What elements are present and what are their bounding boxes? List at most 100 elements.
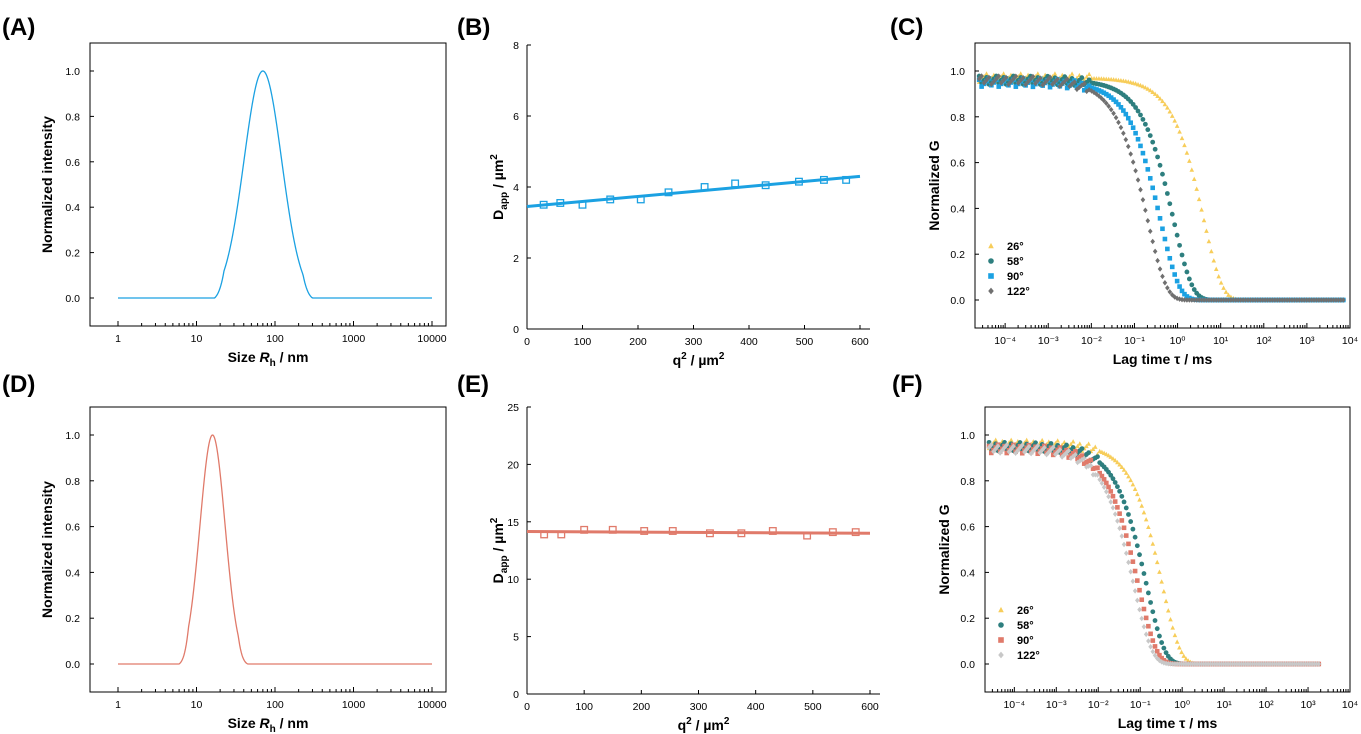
data-point: [1081, 455, 1087, 462]
data-point: [1130, 559, 1136, 564]
data-point: [1221, 297, 1226, 303]
data-point: [1228, 297, 1234, 303]
x-tick-label: 400: [740, 336, 758, 348]
y-tick-label: 1.0: [960, 430, 975, 442]
data-point: [1206, 238, 1212, 244]
data-point: [1148, 644, 1153, 650]
data-point: [1018, 71, 1024, 76]
data-point: [1094, 87, 1099, 92]
data-point: [1179, 252, 1185, 258]
data-point: [996, 73, 1002, 79]
data-point: [1110, 476, 1116, 482]
data-point: [1181, 653, 1187, 658]
data-point: [1145, 590, 1151, 596]
x-axis-label: Size Rh / nm: [228, 715, 309, 734]
x-tick-label: 100: [266, 699, 284, 711]
data-point: [608, 525, 617, 534]
data-point: [989, 81, 994, 88]
data-point: [1216, 274, 1221, 279]
data-point: [1160, 226, 1165, 232]
x-axis-label-part: / µm: [692, 717, 724, 733]
data-point: [1099, 473, 1105, 479]
data-point: [1177, 284, 1182, 289]
data-point: [1169, 113, 1175, 118]
data-point: [1257, 297, 1263, 303]
data-point: [1037, 75, 1043, 81]
data-point: [1088, 457, 1094, 463]
data-point: [1103, 100, 1109, 106]
data-point: [1137, 606, 1142, 613]
data-point: [1142, 121, 1148, 127]
y-axis-label-part: app: [499, 192, 510, 210]
data-point: [1168, 616, 1173, 622]
y-tick-label: 0.6: [65, 157, 80, 169]
data-point: [1211, 258, 1217, 263]
data-point: [1116, 102, 1121, 107]
data-point: [761, 181, 770, 190]
x-tick-label: 10¹: [1217, 699, 1233, 711]
panel-label: (C): [890, 14, 923, 41]
data-point: [1299, 297, 1305, 303]
data-point: [1137, 552, 1142, 558]
data-point: [1099, 89, 1104, 94]
data-point: [1191, 176, 1197, 182]
data-point: [1139, 503, 1145, 508]
data-point: [1121, 541, 1127, 548]
x-axis-label: Size Rh / nm: [228, 349, 309, 369]
data-point: [1154, 648, 1160, 654]
data-point: [1189, 297, 1195, 303]
data-point: [1089, 88, 1094, 94]
data-point: [1148, 600, 1153, 605]
data-point: [1218, 297, 1224, 303]
data-point: [1004, 442, 1010, 448]
data-point: [1223, 297, 1229, 303]
data-point: [1132, 486, 1138, 491]
x-tick-label: 10⁻²: [1081, 335, 1102, 347]
data-point: [1184, 294, 1190, 299]
data-point: [606, 195, 615, 204]
data-point: [1077, 441, 1083, 446]
data-point: [1108, 454, 1114, 459]
data-point: [1189, 282, 1195, 288]
y-tick-label: 0.0: [960, 659, 975, 671]
x-tick-label: 10000: [417, 699, 446, 711]
x-tick-label: 600: [861, 701, 879, 713]
data-point: [1143, 615, 1149, 621]
data-point: [1321, 297, 1327, 303]
data-point: [1150, 89, 1155, 94]
data-point: [1108, 472, 1114, 478]
data-point: [1035, 71, 1041, 76]
x-tick-label: 200: [629, 336, 647, 348]
data-point: [1183, 656, 1189, 661]
legend-label: 122°: [1017, 650, 1040, 662]
panel-label: (D): [2, 371, 35, 398]
data-point: [1297, 297, 1302, 303]
x-axis-label-part: R: [260, 349, 271, 365]
panel-label: (A): [2, 14, 35, 41]
x-axis-label-part: Lag time τ / ms: [1118, 715, 1218, 731]
x-tick-label: 500: [804, 701, 822, 713]
data-point: [1110, 505, 1116, 511]
x-tick-label: 10⁰: [1174, 699, 1191, 711]
data-point: [842, 175, 851, 184]
data-point: [1169, 211, 1175, 217]
x-axis-label-part: h: [270, 358, 276, 369]
data-point: [819, 175, 828, 184]
data-point: [1123, 470, 1129, 475]
data-point: [636, 195, 645, 204]
data-point: [1040, 82, 1046, 88]
data-point: [1075, 443, 1080, 449]
data-point: [988, 450, 994, 456]
data-point: [1101, 484, 1107, 491]
y-tick-label: 0.8: [65, 476, 80, 488]
y-tick-label: 0.8: [65, 111, 80, 123]
data-point: [1333, 297, 1339, 303]
data-point: [1275, 297, 1280, 303]
y-tick-label: 0: [513, 324, 519, 336]
x-tick-label: 300: [685, 336, 703, 348]
data-point: [1182, 261, 1187, 267]
data-point: [1204, 228, 1209, 233]
data-point: [1130, 481, 1136, 487]
data-point: [1150, 609, 1156, 615]
